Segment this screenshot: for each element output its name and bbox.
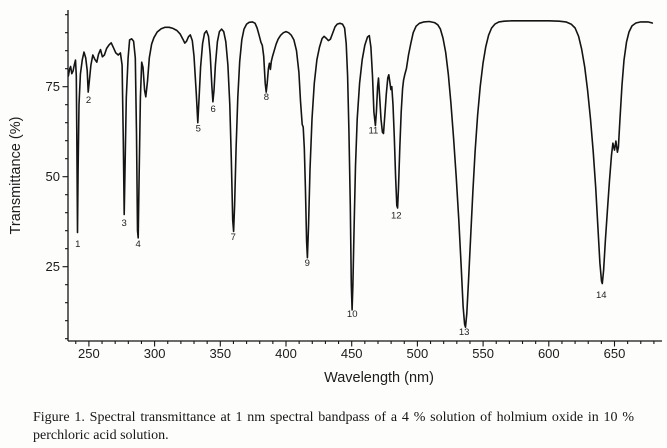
- figure-caption: Figure 1. Spectral transmittance at 1 nm…: [33, 409, 634, 444]
- y-axis-title: Transmittance (%): [8, 117, 24, 235]
- x-tick-label: 650: [604, 346, 626, 361]
- x-tick-label: 600: [538, 346, 560, 361]
- x-tick-label: 250: [78, 346, 100, 361]
- caption-line-2: perchloric acid solution.: [33, 427, 169, 443]
- caption-line-1: Figure 1. Spectral transmittance at 1 nm…: [33, 410, 634, 425]
- x-axis-title: Wavelength (nm): [324, 370, 434, 386]
- peak-number-label: 13: [459, 327, 470, 338]
- peak-number-label: 11: [368, 125, 378, 136]
- peak-number-label: 5: [196, 124, 201, 135]
- peak-number-label: 4: [136, 239, 141, 250]
- y-tick-label: 25: [46, 259, 60, 274]
- x-ticks: [75, 341, 655, 347]
- y-tick-label: 50: [46, 169, 60, 184]
- chart-area: 250 300 350 400 450 500 550 600 650 25 50 75 Wavelen…: [8, 10, 662, 386]
- x-tick-label: 300: [144, 346, 166, 361]
- peak-number-label: 3: [121, 218, 126, 229]
- x-tick-label: 400: [275, 346, 297, 361]
- spectral-transmittance-chart: 250 300 350 400 450 500 550 600 650255075Wavelen…: [8, 10, 662, 386]
- peak-number-label: 10: [347, 309, 358, 320]
- x-tick-label: 450: [341, 346, 363, 361]
- y-tick-label: 75: [46, 79, 60, 94]
- peak-number-label: 1: [75, 239, 80, 250]
- peak-number-label: 14: [596, 290, 607, 301]
- peak-number-label: 9: [305, 258, 310, 269]
- peak-number-label: 8: [264, 92, 269, 103]
- peak-number-label: 7: [231, 232, 236, 243]
- y-ticks: [62, 14, 68, 340]
- spectrum-curve: [67, 20, 654, 328]
- peak-number-label: 2: [86, 95, 91, 106]
- axes: [67, 10, 662, 342]
- peak-number-label: 12: [391, 211, 402, 222]
- x-tick-label: 500: [407, 346, 429, 361]
- peak-number-label: 6: [211, 104, 216, 115]
- x-tick-label: 350: [209, 346, 231, 361]
- x-tick-label: 550: [472, 346, 494, 361]
